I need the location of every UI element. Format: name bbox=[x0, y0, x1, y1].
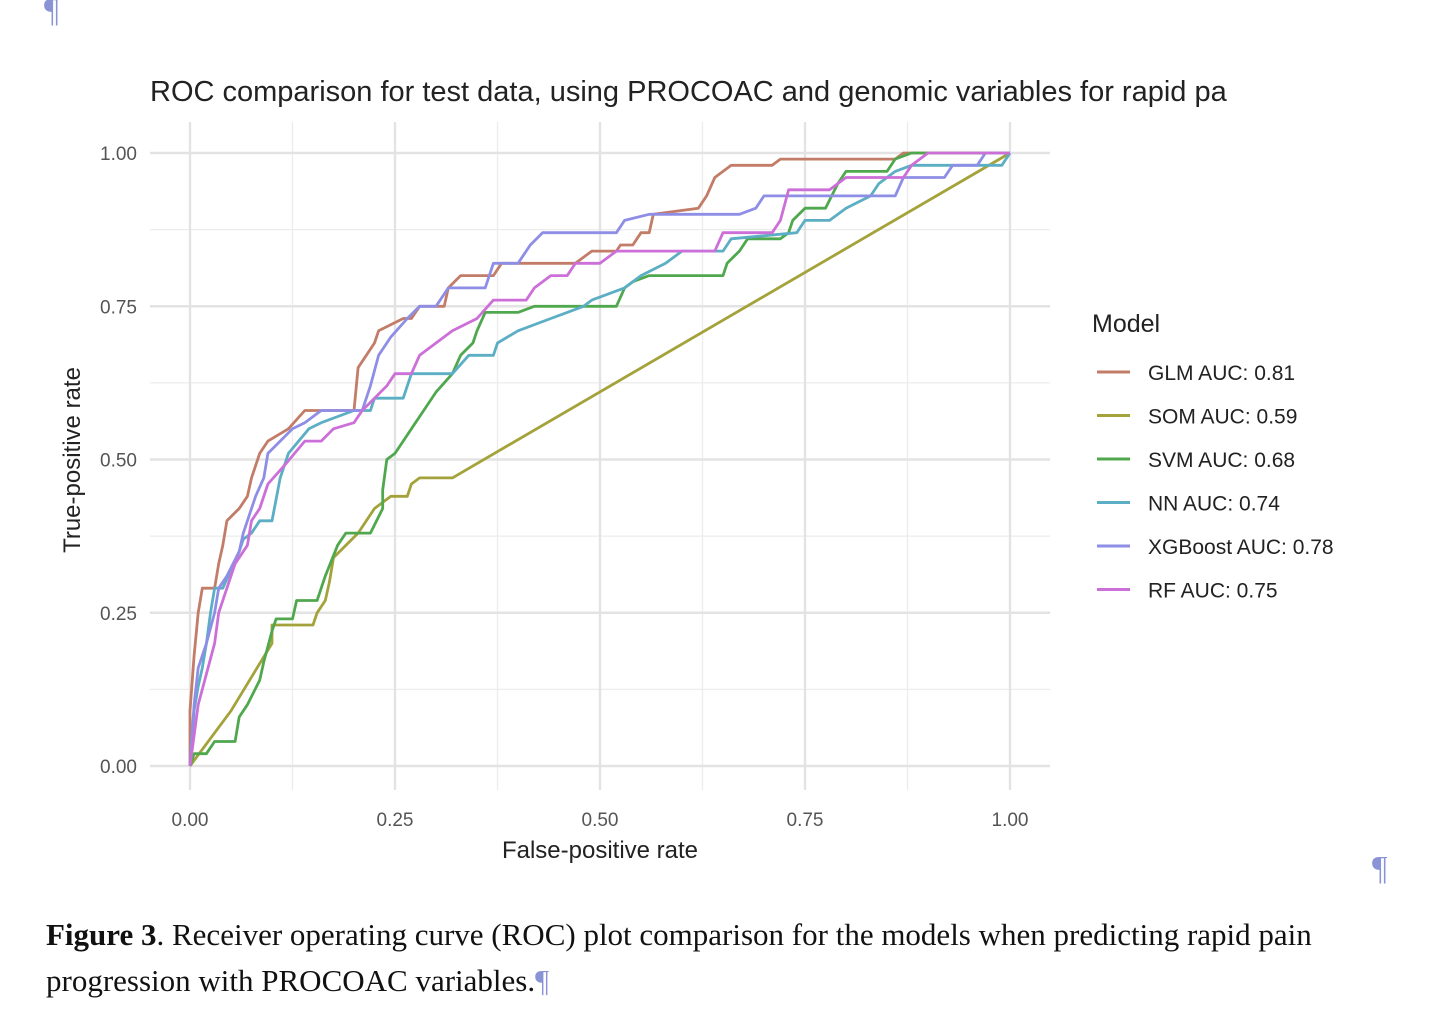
figure-caption-text: . Receiver operating curve (ROC) plot co… bbox=[46, 917, 1312, 998]
y-axis-label: True-positive rate bbox=[59, 367, 86, 553]
x-tick-label: 0.50 bbox=[582, 810, 619, 831]
pilcrow-mark-caption: ¶ bbox=[535, 963, 550, 998]
legend-label-glm: GLM AUC: 0.81 bbox=[1148, 362, 1295, 385]
y-tick-label: 0.50 bbox=[100, 451, 137, 472]
tick-labels: 0.00 0.00 0.25 0.25 0.50 0.50 0.75 0.75 1.00 1.00 bbox=[100, 144, 1028, 831]
series-line-rf bbox=[188, 151, 1010, 767]
legend-label-xgboost: XGBoost AUC: 0.78 bbox=[1148, 536, 1334, 559]
x-tick-label: 1.00 bbox=[992, 810, 1029, 831]
figure-label: Figure 3 bbox=[46, 917, 157, 952]
y-tick-label: 0.25 bbox=[100, 604, 137, 625]
series-layer bbox=[188, 151, 1012, 767]
roc-chart: ROC comparison for test data, using PROC… bbox=[59, 76, 1334, 864]
legend: Model GLM AUC: 0.81 SOM AUC: 0.59 SVM AUC:… bbox=[1092, 310, 1334, 603]
y-tick-label: 1.00 bbox=[100, 144, 137, 165]
legend-title: Model bbox=[1092, 310, 1160, 338]
x-axis-label: False-positive rate bbox=[502, 837, 698, 864]
grid-layer bbox=[150, 122, 1050, 790]
chart-title: ROC comparison for test data, using PROC… bbox=[150, 76, 1228, 108]
legend-items: GLM AUC: 0.81 SOM AUC: 0.59 SVM AUC: 0.68 N… bbox=[1097, 362, 1334, 603]
legend-label-svm: SVM AUC: 0.68 bbox=[1148, 449, 1295, 472]
x-tick-label: 0.75 bbox=[787, 810, 824, 831]
legend-label-som: SOM AUC: 0.59 bbox=[1148, 406, 1297, 429]
series-line-svm bbox=[188, 151, 1010, 767]
legend-label-nn: NN AUC: 0.74 bbox=[1148, 493, 1280, 516]
series-line-glm bbox=[188, 151, 1010, 766]
pilcrow-mark-right: ¶ bbox=[1372, 850, 1388, 887]
legend-label-rf: RF AUC: 0.75 bbox=[1148, 580, 1278, 603]
y-tick-label: 0.00 bbox=[100, 757, 137, 778]
x-tick-label: 0.25 bbox=[377, 810, 414, 831]
x-tick-label: 0.00 bbox=[172, 810, 209, 831]
pilcrow-mark-top: ¶ bbox=[44, 0, 60, 29]
y-tick-label: 0.75 bbox=[100, 297, 137, 318]
figure-caption: Figure 3. Receiver operating curve (ROC)… bbox=[46, 912, 1376, 1004]
